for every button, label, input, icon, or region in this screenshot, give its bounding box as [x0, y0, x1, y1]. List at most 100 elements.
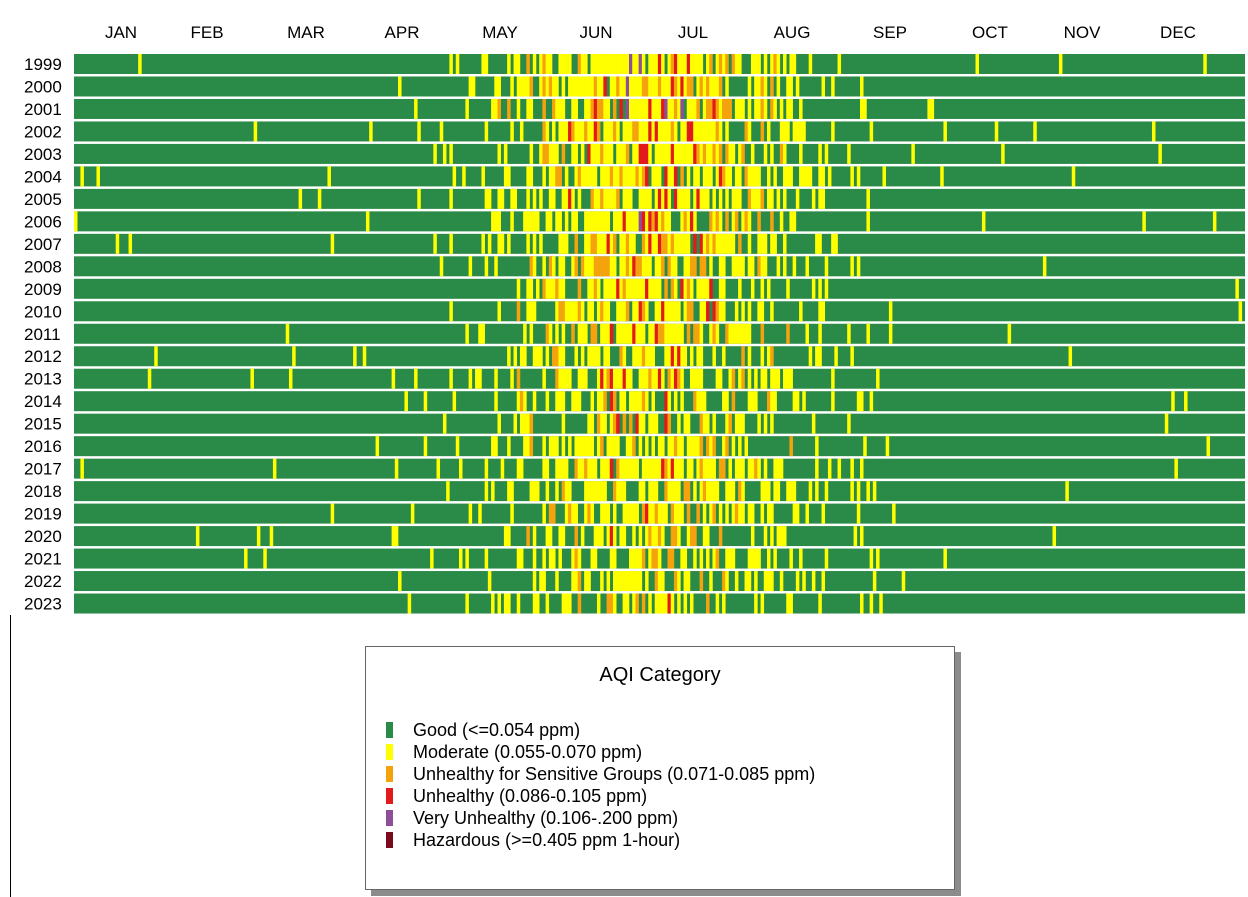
- day-cell: [442, 413, 447, 434]
- day-cell: [683, 481, 688, 502]
- day-cell: [548, 166, 553, 187]
- day-cell: [600, 323, 604, 344]
- day-cell: [362, 346, 367, 367]
- day-cell: [552, 166, 556, 187]
- day-cell: [555, 571, 559, 592]
- day-cell: [327, 166, 331, 187]
- day-cell: [699, 481, 704, 502]
- day-cell: [779, 143, 784, 164]
- day-cell: [638, 278, 643, 299]
- day-cell: [539, 76, 543, 97]
- day-cell: [365, 211, 370, 232]
- day-cell: [709, 323, 713, 344]
- day-cell: [603, 233, 607, 254]
- day-cell: [507, 54, 511, 74]
- day-cell: [353, 346, 357, 367]
- day-cell: [657, 368, 662, 389]
- day-cell: [481, 323, 485, 344]
- day-cell: [792, 391, 797, 412]
- day-cell: [744, 166, 749, 187]
- day-cell: [577, 121, 582, 142]
- day-cell: [696, 98, 700, 119]
- day-cell: [699, 458, 704, 479]
- day-cell: [648, 368, 652, 389]
- day-cell: [725, 548, 729, 569]
- day-cell: [481, 233, 485, 254]
- day-cell: [439, 256, 444, 277]
- month-label-jun: JUN: [579, 23, 612, 42]
- day-cell: [622, 301, 627, 322]
- day-cell: [526, 526, 530, 547]
- day-cell: [446, 481, 450, 502]
- day-cell: [718, 256, 723, 277]
- day-cell: [683, 233, 688, 254]
- day-cell: [667, 368, 672, 389]
- day-cell: [654, 503, 659, 524]
- day-cell: [747, 211, 752, 232]
- day-cell: [590, 54, 595, 74]
- day-cell: [670, 503, 675, 524]
- day-cell: [497, 233, 501, 254]
- day-cell: [561, 323, 566, 344]
- day-cell: [638, 166, 643, 187]
- day-cell: [667, 391, 672, 412]
- day-cell: [606, 278, 611, 299]
- day-cell: [702, 503, 707, 524]
- day-cell: [580, 121, 585, 142]
- day-cell: [657, 188, 662, 209]
- day-cell: [558, 54, 562, 74]
- day-cell: [657, 593, 662, 614]
- day-cell: [523, 436, 527, 457]
- day-cell: [699, 143, 704, 164]
- day-cell: [641, 481, 646, 502]
- day-cell: [712, 98, 716, 119]
- day-cell: [657, 166, 662, 187]
- day-cell: [799, 301, 803, 322]
- day-cell: [664, 166, 668, 187]
- day-cell: [645, 188, 649, 209]
- day-cell: [712, 76, 716, 97]
- day-cell: [706, 548, 710, 569]
- day-cell: [715, 323, 720, 344]
- day-cell: [670, 121, 675, 142]
- day-cell: [863, 98, 867, 119]
- day-cell: [943, 121, 947, 142]
- day-cell: [1142, 211, 1146, 232]
- day-cell: [574, 121, 578, 142]
- day-cell: [808, 54, 813, 74]
- day-cell: [580, 323, 585, 344]
- day-cell: [683, 143, 688, 164]
- day-cell: [622, 166, 627, 187]
- day-cell: [760, 593, 765, 614]
- day-cell: [667, 143, 672, 164]
- day-cell: [609, 526, 614, 547]
- day-cell: [558, 166, 562, 187]
- day-cell: [648, 526, 652, 547]
- day-cell: [609, 233, 614, 254]
- day-cell: [709, 278, 713, 299]
- day-cell: [564, 503, 569, 524]
- day-cell: [699, 76, 704, 97]
- day-cell: [74, 211, 78, 232]
- day-cell: [654, 413, 659, 434]
- day-cell: [561, 98, 566, 119]
- month-label-jan: JAN: [105, 23, 137, 42]
- day-cell: [673, 98, 678, 119]
- day-cell: [805, 323, 809, 344]
- day-cell: [776, 76, 781, 97]
- day-cell: [789, 166, 793, 187]
- day-cell: [783, 166, 787, 187]
- day-cell: [632, 503, 636, 524]
- day-cell: [625, 256, 630, 277]
- day-cell: [561, 188, 566, 209]
- day-cell: [786, 593, 790, 614]
- day-cell: [869, 593, 874, 614]
- day-cell: [571, 391, 575, 412]
- year-row-2008: [74, 256, 1245, 277]
- day-cell: [645, 526, 649, 547]
- day-cell: [497, 76, 501, 97]
- day-cell: [657, 211, 662, 232]
- day-cell: [680, 98, 684, 119]
- day-cell: [706, 54, 710, 74]
- year-row-2022: [74, 571, 1245, 592]
